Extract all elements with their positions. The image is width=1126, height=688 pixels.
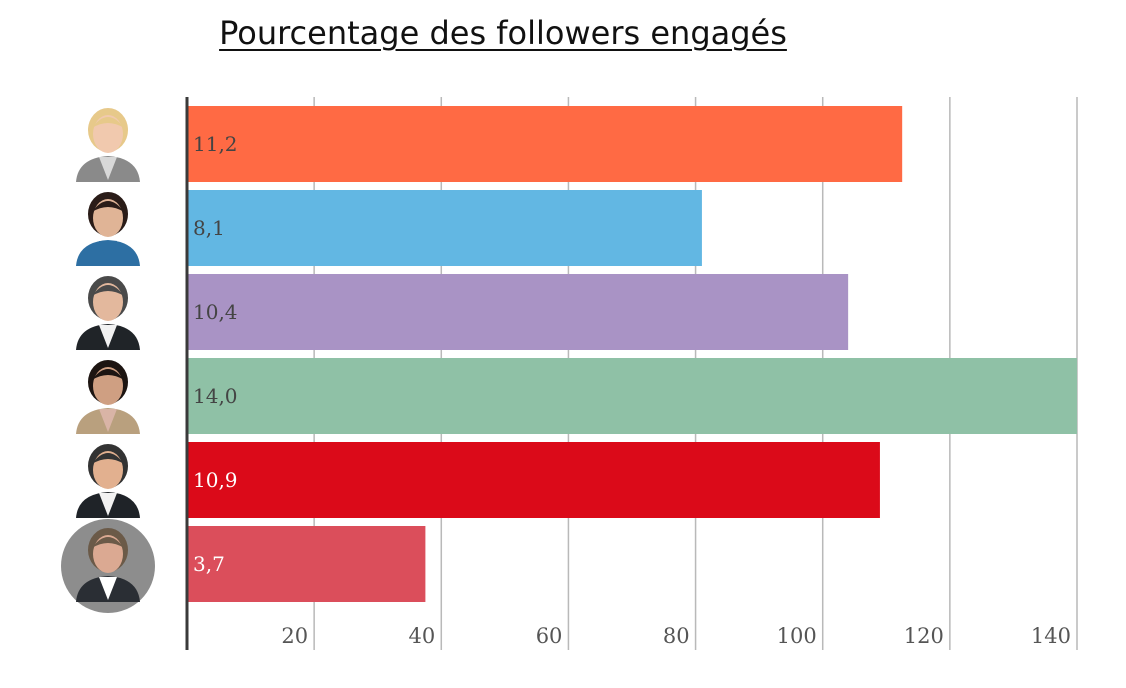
bar-2 [187,190,702,266]
x-tick-label-80: 80 [663,624,690,648]
avatar-man-glasses-icon [76,444,140,518]
x-tick-labels: 20 40 60 80 100 120 140 [281,624,1071,648]
bar-value-label-3: 10,4 [193,300,238,324]
avatar-man-round-grey-icon [61,519,155,613]
bar-3 [187,274,849,350]
avatar-woman-dark-hair-icon [76,192,140,266]
bar-value-label-4: 14,0 [193,384,238,408]
bar-4 [187,358,1077,434]
avatars [61,108,155,613]
bars: 11,2 8,1 10,4 14,0 10,9 3,7 [187,106,1077,602]
x-tick-label-20: 20 [281,624,308,648]
bar-value-label-5: 10,9 [193,468,238,492]
x-tick-label-100: 100 [777,624,817,648]
avatar-woman-beige-jacket-icon [76,360,140,434]
x-tick-label-40: 40 [409,624,436,648]
bar-6 [187,526,426,602]
x-tick-label-120: 120 [904,624,944,648]
avatar-man-suit-icon [76,276,140,350]
bar-value-label-6: 3,7 [193,552,225,576]
chart-title: Pourcentage des followers engagés [219,14,787,52]
bar-value-label-2: 8,1 [193,216,225,240]
bar-value-label-1: 11,2 [193,132,238,156]
x-tick-label-60: 60 [536,624,563,648]
x-tick-label-140: 140 [1031,624,1071,648]
bar-5 [187,442,880,518]
bar-1 [187,106,903,182]
avatar-woman-blonde-icon [76,108,140,182]
